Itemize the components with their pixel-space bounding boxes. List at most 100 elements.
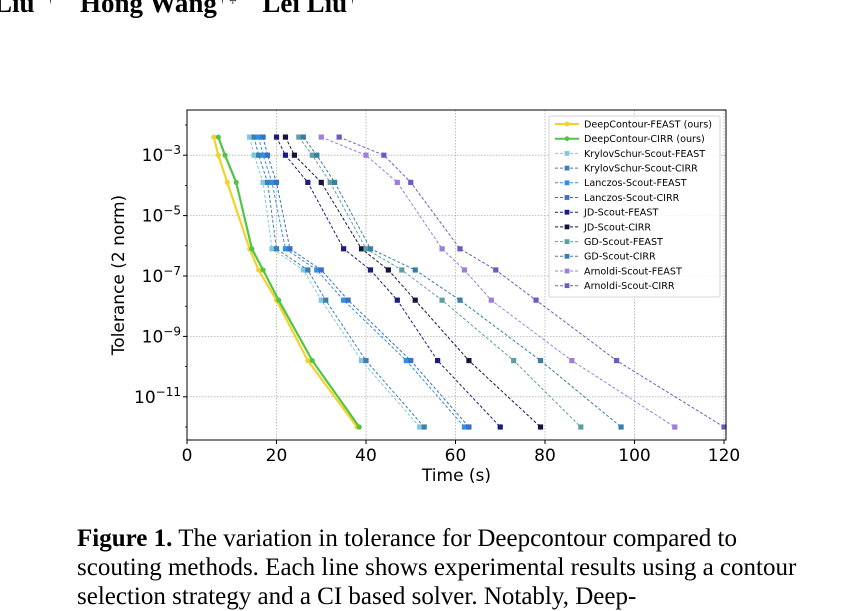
data-point: [358, 246, 365, 252]
data-point: [721, 424, 727, 430]
legend-label: JD-Scout-FEAST: [583, 208, 658, 219]
data-point: [256, 134, 262, 140]
data-point: [618, 424, 624, 430]
data-point: [260, 134, 266, 140]
data-point: [273, 134, 280, 140]
legend-label: Arnoldi-Scout-CIRR: [584, 281, 675, 292]
legend-swatch-marker: [564, 136, 570, 142]
data-point: [282, 246, 289, 252]
data-point: [305, 179, 311, 185]
data-point: [493, 267, 499, 273]
data-point: [394, 297, 400, 303]
data-point: [511, 357, 517, 364]
data-point: [488, 297, 494, 303]
chart-legend: DeepContour-FEAST (ours) DeepContour-CIRR…: [548, 115, 721, 298]
data-point: [282, 134, 289, 140]
author-marks: †: [349, 0, 356, 6]
data-point: [273, 246, 280, 252]
y-tick-label: 10−5: [142, 204, 181, 227]
data-point: [578, 424, 584, 430]
data-point: [269, 179, 275, 185]
data-point: [314, 152, 320, 158]
legend-swatch-marker: [564, 283, 570, 289]
series-krylovschur-scout-cirr: [251, 134, 427, 430]
legend-swatch-marker: [564, 224, 570, 230]
series-gd-scout-cirr: [300, 134, 624, 430]
x-tick-label: 100: [618, 446, 650, 466]
data-point: [363, 357, 369, 364]
data-point: [273, 179, 280, 185]
series-arnoldi-scout-feast: [318, 134, 678, 430]
series-line: [321, 136, 676, 428]
legend-label: KrylovSchur-Scout-CIRR: [584, 164, 698, 175]
data-point: [276, 297, 282, 303]
data-point: [314, 267, 320, 273]
legend-label: GD-Scout-FEAST: [584, 237, 663, 248]
series-jd-scout-cirr: [282, 134, 544, 430]
author-name: Lei Liu: [262, 0, 348, 18]
tolerance-chart: 0 20 40 60 80 100 120 10−3 10−5 10−7 10−9 10−11 Tim…: [109, 109, 740, 486]
data-point: [300, 134, 306, 140]
data-point: [439, 246, 445, 252]
data-point: [222, 152, 228, 158]
data-point: [305, 267, 311, 273]
series-line: [302, 136, 622, 428]
data-point: [332, 179, 338, 185]
data-point: [327, 179, 333, 185]
data-point: [291, 152, 297, 158]
data-point: [287, 246, 293, 252]
data-point: [305, 357, 311, 364]
data-point: [408, 357, 414, 364]
data-point: [533, 297, 539, 303]
chart-series: [211, 134, 727, 430]
series-lanczos-scout-feast: [256, 134, 468, 430]
x-tick-label: 0: [182, 446, 193, 466]
data-point: [260, 152, 266, 158]
legend-swatch-marker: [564, 239, 570, 244]
data-point: [224, 179, 230, 185]
data-point: [318, 179, 324, 185]
legend-swatch-marker: [564, 209, 570, 215]
data-point: [336, 134, 342, 140]
x-tick-label: 60: [445, 446, 467, 466]
data-point: [300, 267, 306, 273]
legend-swatch-marker: [564, 253, 570, 259]
data-point: [215, 134, 221, 140]
data-point: [435, 357, 441, 364]
author-name: Liu: [0, 0, 35, 18]
data-point: [399, 267, 405, 273]
legend-swatch-marker: [564, 121, 570, 127]
data-point: [614, 357, 620, 364]
x-tick-label: 80: [534, 446, 556, 466]
data-point: [260, 267, 266, 273]
series-line: [298, 136, 582, 428]
data-point: [282, 152, 289, 158]
data-point: [309, 357, 315, 364]
legend-swatch-marker: [564, 165, 570, 171]
data-point: [363, 246, 369, 252]
caption-text: The variation in tolerance for Deepconto…: [77, 525, 797, 610]
data-point: [537, 424, 544, 430]
legend-label: Lanczos-Scout-FEAST: [584, 178, 687, 189]
legend-label: DeepContour-FEAST (ours): [584, 119, 712, 130]
data-point: [367, 246, 374, 252]
legend-swatch-marker: [564, 268, 570, 274]
series-arnoldi-scout-cirr: [336, 134, 727, 430]
x-tick-label: 20: [266, 446, 288, 466]
series-line: [284, 136, 541, 428]
data-point: [247, 134, 253, 140]
data-point: [497, 424, 503, 430]
legend-label: Lanczos-Scout-CIRR: [584, 193, 680, 204]
author-name: Hong Wang: [80, 0, 217, 18]
data-point: [439, 297, 445, 303]
data-point: [318, 267, 324, 273]
data-point: [569, 357, 575, 364]
legend-swatch-marker: [564, 180, 570, 186]
data-point: [249, 246, 255, 252]
series-line: [338, 136, 725, 428]
data-point: [457, 246, 463, 252]
data-point: [466, 424, 472, 430]
legend-label: KrylovSchur-Scout-FEAST: [584, 149, 705, 160]
data-point: [256, 152, 262, 158]
chart-ticks: 0 20 40 60 80 100 120 10−3 10−5 10−7 10−9 10−11: [134, 124, 740, 466]
